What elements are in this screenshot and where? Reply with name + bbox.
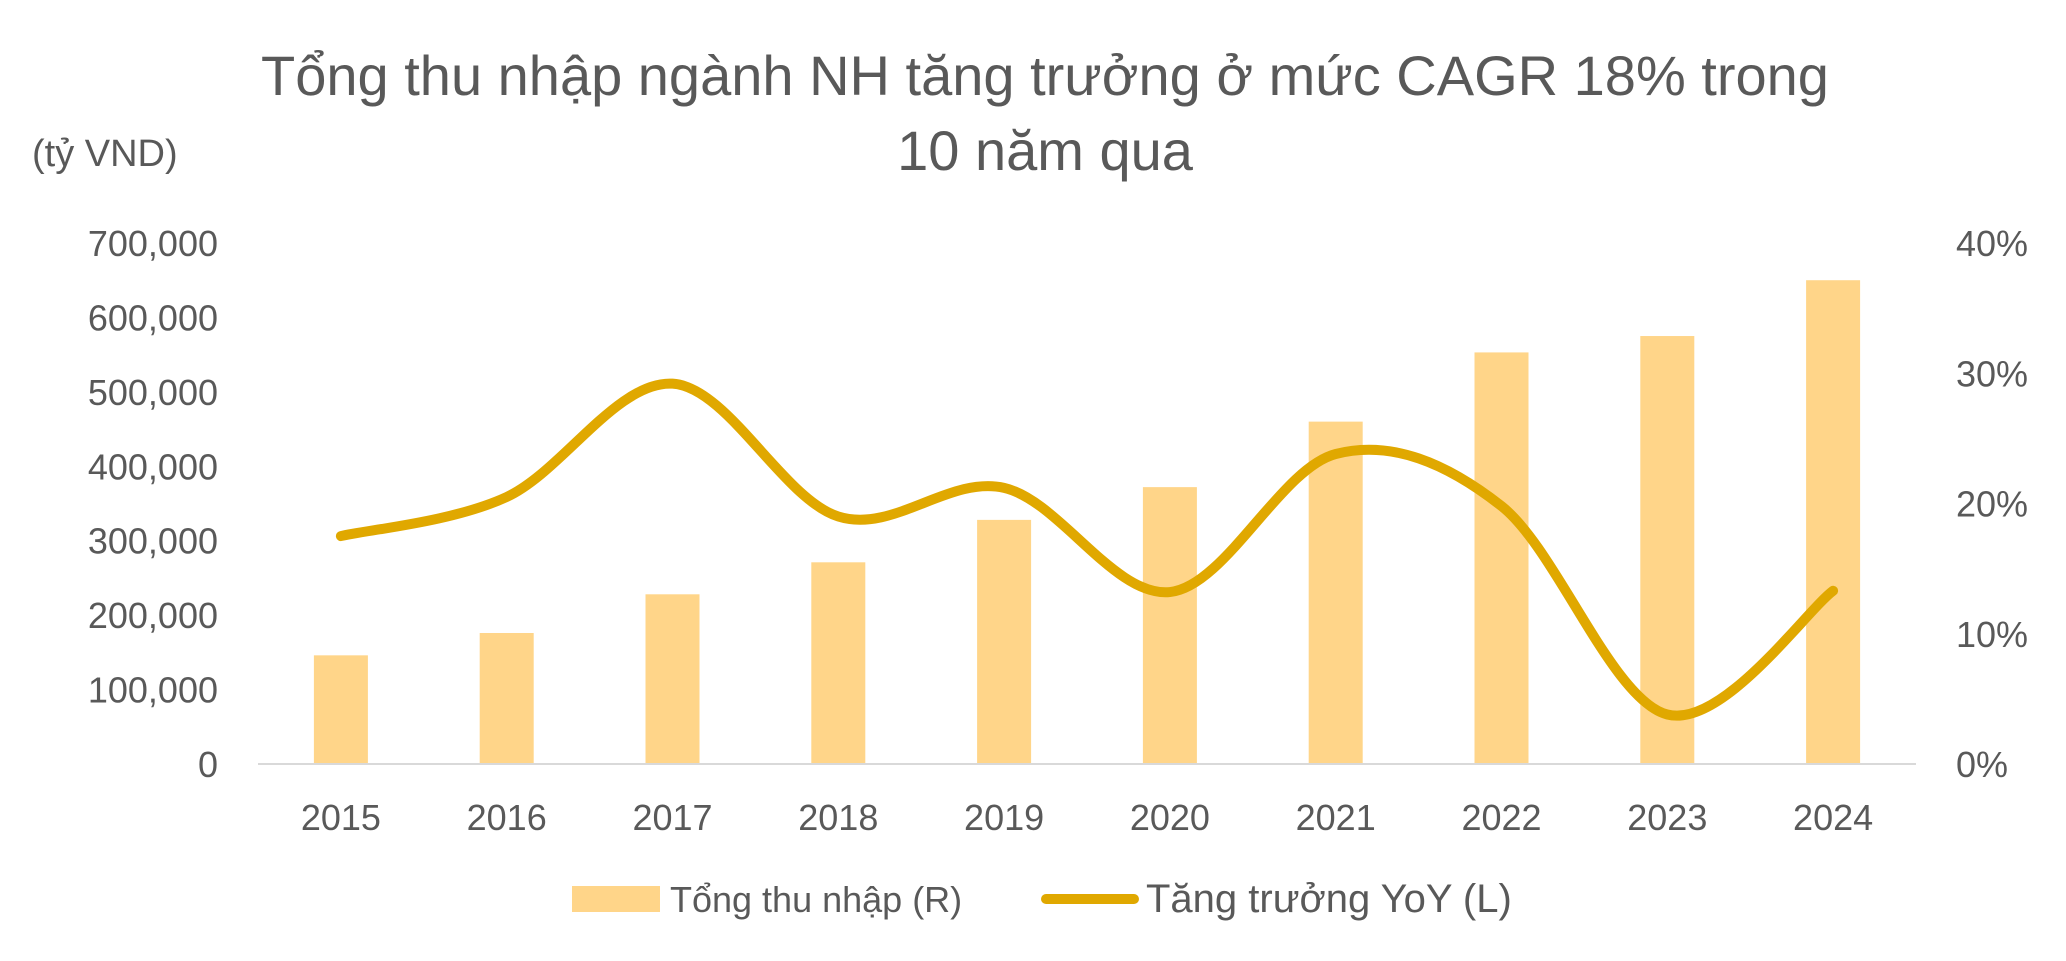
right-tick-label: 40%: [1956, 223, 2028, 264]
line-series-group: [335, 378, 1839, 721]
bar: [1640, 336, 1695, 764]
x-tick-label: 2017: [632, 797, 712, 838]
yoy-growth-line: [335, 378, 1839, 721]
x-tick-label: 2024: [1793, 797, 1873, 838]
x-tick-label: 2015: [301, 797, 381, 838]
left-axis-unit-label: (tỷ VND): [32, 133, 178, 175]
left-axis-ticks: 0 100,000 200,000 300,000 400,000 500,000 600,…: [88, 223, 218, 785]
bar: [479, 633, 534, 764]
left-tick-label: 500,000: [88, 372, 218, 413]
left-tick-label: 0: [198, 744, 218, 785]
x-tick-label: 2018: [798, 797, 878, 838]
legend: Tổng thu nhập (R) Tăng trưởng YoY (L): [572, 877, 1512, 921]
right-tick-label: 30%: [1956, 353, 2028, 394]
chart-title-line-2: 10 năm qua: [897, 119, 1194, 182]
x-axis-ticks: 2015 2016 2017 2018 2019 2020 2021 2022 2023 2024: [301, 797, 1873, 838]
x-tick-label: 2021: [1296, 797, 1376, 838]
left-tick-label: 600,000: [88, 297, 218, 338]
right-tick-label: 0%: [1956, 744, 2008, 785]
x-tick-label: 2022: [1461, 797, 1541, 838]
bar: [645, 594, 700, 764]
bar: [1474, 352, 1529, 764]
right-tick-label: 10%: [1956, 614, 2028, 655]
x-tick-label: 2016: [467, 797, 547, 838]
legend-label-line: Tăng trưởng YoY (L): [1146, 877, 1512, 921]
bar: [1806, 280, 1861, 764]
bar: [977, 519, 1032, 764]
x-tick-label: 2023: [1627, 797, 1707, 838]
bar: [811, 562, 866, 764]
left-tick-label: 400,000: [88, 446, 218, 487]
right-tick-label: 20%: [1956, 484, 2028, 525]
right-axis-ticks: 0% 10% 20% 30% 40%: [1956, 223, 2028, 785]
x-tick-label: 2020: [1130, 797, 1210, 838]
left-tick-label: 700,000: [88, 223, 218, 264]
legend-swatch-bar: [572, 886, 660, 912]
bar: [1142, 487, 1197, 764]
x-tick-label: 2019: [964, 797, 1044, 838]
bar: [313, 655, 368, 764]
left-tick-label: 200,000: [88, 595, 218, 636]
chart-title-line-1: Tổng thu nhập ngành NH tăng trưởng ở mức…: [261, 44, 1829, 107]
legend-label-bar: Tổng thu nhập (R): [670, 879, 962, 920]
left-tick-label: 300,000: [88, 521, 218, 562]
left-tick-label: 100,000: [88, 670, 218, 711]
bar: [1308, 421, 1363, 764]
bar-series: [313, 280, 1861, 764]
